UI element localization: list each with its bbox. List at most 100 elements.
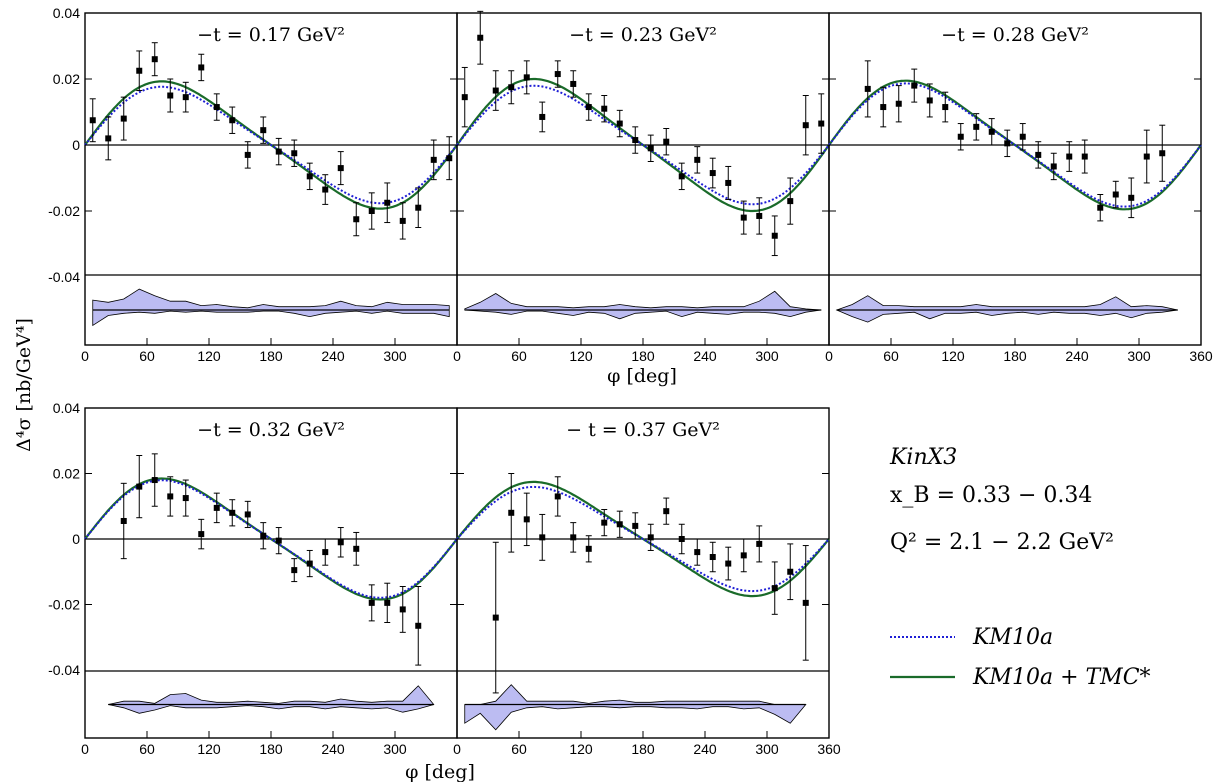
data-point (585, 545, 592, 552)
data-point (213, 504, 220, 511)
data-point (384, 599, 391, 606)
data-point (539, 534, 546, 541)
info-xb: x_B = 0.33 − 0.34 (890, 483, 1092, 508)
data-point (926, 97, 933, 104)
curve-km10a (84, 479, 458, 599)
data-point (353, 216, 360, 223)
x-tick-label: 240 (693, 741, 717, 757)
ratio-band (835, 295, 1178, 323)
data-point (1128, 194, 1135, 201)
y-tick-label: 0.02 (53, 71, 80, 87)
data-point (709, 170, 716, 177)
data-point (136, 67, 143, 74)
y-tick-label: 0 (72, 137, 80, 153)
data-point (988, 128, 995, 135)
data-point (771, 585, 778, 592)
data-point (880, 104, 887, 111)
data-point (492, 614, 499, 621)
x-tick-label: 120 (569, 348, 593, 364)
x-tick-label: 240 (693, 348, 717, 364)
data-point (787, 198, 794, 205)
data-point (399, 217, 406, 224)
data-point (740, 214, 747, 221)
y-tick-label: -0.02 (48, 597, 80, 613)
ratio-band (464, 290, 822, 320)
data-point (1081, 153, 1088, 160)
curve-km10a (84, 85, 458, 205)
curve-km10a (456, 84, 830, 206)
data-point (213, 104, 220, 111)
panel-frame (828, 12, 1202, 346)
x-tick-label: 240 (321, 741, 345, 757)
data-point (198, 531, 205, 538)
data-point (306, 173, 313, 180)
curve-km10a (456, 485, 830, 593)
x-tick-label: 180 (1003, 348, 1027, 364)
data-point (771, 232, 778, 239)
y-tick-label: -0.02 (48, 203, 80, 219)
data-point (895, 100, 902, 107)
data-point (678, 173, 685, 180)
panel-3: 0 60 120 180 240 300 360 −t = 0.28 GeV² (825, 12, 1213, 364)
data-point (570, 534, 577, 541)
x-tick-label: 180 (631, 741, 655, 757)
y-axis-label: Δ⁴σ [nb/GeV⁴] (13, 318, 35, 452)
data-point (136, 483, 143, 490)
x-tick-label: 60 (511, 741, 527, 757)
x-tick-label: 60 (511, 348, 527, 364)
data-point (151, 477, 158, 484)
x-tick-label: 300 (1127, 348, 1151, 364)
data-point (461, 94, 468, 101)
data-point (353, 545, 360, 552)
x-tick-label: 240 (1065, 348, 1089, 364)
data-point (554, 493, 561, 500)
x-tick-label: 0 (81, 348, 89, 364)
panel-title: −t = 0.17 GeV² (197, 24, 345, 46)
x-axis-label-top: φ [deg] (607, 365, 677, 387)
data-point (1050, 163, 1057, 170)
ratio-band (464, 684, 807, 731)
data-point (260, 532, 267, 539)
data-point (275, 148, 282, 155)
data-point (105, 135, 112, 142)
data-point (632, 522, 639, 529)
data-point (1066, 153, 1073, 160)
x-tick-label: 0 (453, 741, 461, 757)
panel-frame (84, 407, 458, 739)
data-point (337, 165, 344, 172)
y-tick-label: 0 (72, 531, 80, 547)
data-point (663, 508, 670, 515)
legend-km10a-label: KM10a (972, 625, 1053, 650)
data-point (616, 120, 623, 127)
y-tick-label: -0.04 (48, 662, 80, 678)
data-point (1019, 133, 1026, 140)
data-point (740, 552, 747, 559)
data-point (182, 94, 189, 101)
x-tick-label: 0 (81, 741, 89, 757)
data-point (523, 74, 530, 81)
data-point (477, 34, 484, 41)
data-point (709, 554, 716, 561)
data-point (120, 115, 127, 122)
data-point (957, 133, 964, 140)
data-point (446, 155, 453, 162)
data-point (694, 156, 701, 163)
data-point (1097, 204, 1104, 211)
data-point (291, 150, 298, 157)
data-point (244, 151, 251, 158)
x-tick-label: 120 (569, 741, 593, 757)
panels: 0 60 120 180 240 300 0.04 0.02 0 -0.02 -0.04 −t = 0… (48, 5, 1213, 757)
data-point (415, 622, 422, 629)
y-tick-label: 0.02 (53, 466, 80, 482)
panel-title: − t = 0.37 GeV² (566, 419, 720, 441)
panel-5: 0 60 120 180 240 300 360 − t = 0.37 GeV² (453, 407, 841, 757)
x-tick-label: 180 (259, 741, 283, 757)
x-tick-label: 240 (321, 348, 345, 364)
x-tick-label: 0 (453, 348, 461, 364)
panel-2: 0 60 120 180 240 300 −t = 0.23 GeV² (453, 10, 830, 364)
data-point (89, 117, 96, 124)
data-point (647, 534, 654, 541)
data-point (647, 145, 654, 152)
data-point (198, 64, 205, 71)
